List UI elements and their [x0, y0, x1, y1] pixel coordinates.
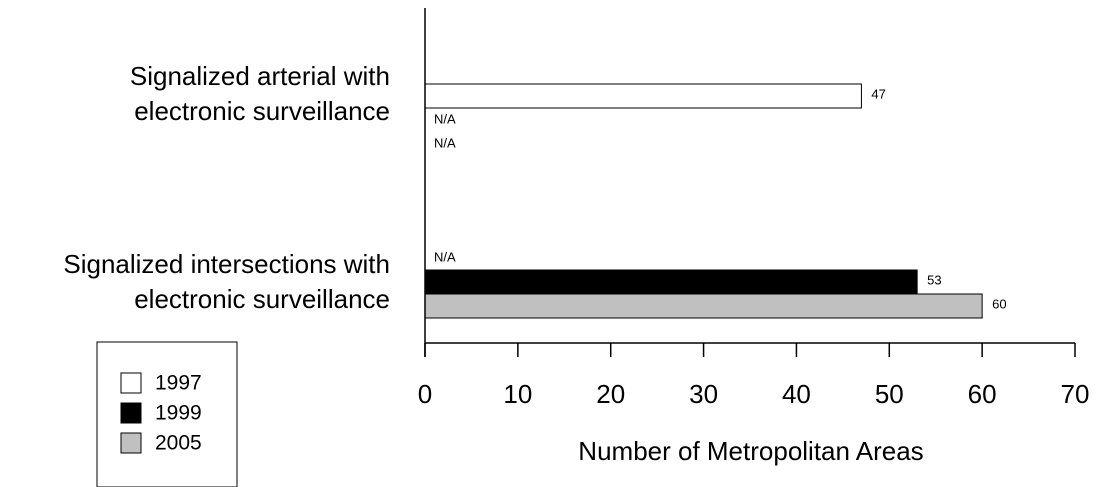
bar-1999-cat2	[424, 269, 918, 295]
x-axis-label: Number of Metropolitan Areas	[578, 436, 923, 466]
category-label-2-line1: Signalized intersections with	[63, 249, 390, 279]
na-label-2005-cat1: N/A	[434, 135, 456, 150]
x-tick-label-40: 40	[782, 379, 811, 409]
bar-2005-cat2	[424, 293, 983, 319]
legend-swatch-1997	[120, 372, 142, 394]
category-label-1-line2: electronic surveillance	[134, 96, 390, 126]
legend-label-1997: 1997	[155, 372, 202, 395]
na-label-1997-cat2: N/A	[434, 249, 456, 264]
legend-swatch-2005	[120, 432, 142, 454]
legend-label-1999: 1999	[155, 402, 202, 425]
x-tick-label-0: 0	[418, 379, 432, 409]
data-label-2005-cat2: 60	[992, 296, 1006, 311]
x-tick-label-10: 10	[503, 379, 532, 409]
x-tick-label-70: 70	[1061, 379, 1090, 409]
legend-label-2005: 2005	[155, 432, 202, 455]
na-label-1999-cat1: N/A	[434, 111, 456, 126]
x-tick-label-50: 50	[875, 379, 904, 409]
data-label-1997-cat1: 47	[871, 86, 885, 101]
category-label-2-line2: electronic surveillance	[134, 284, 390, 314]
data-label-1999-cat2: 53	[927, 272, 941, 287]
x-tick-label-20: 20	[596, 379, 625, 409]
bar-1997-cat1	[424, 83, 862, 109]
x-tick-label-60: 60	[968, 379, 997, 409]
legend-box	[96, 341, 238, 487]
category-label-1-line1: Signalized arterial with	[130, 61, 390, 91]
x-tick-label-30: 30	[689, 379, 718, 409]
legend-swatch-1999	[120, 402, 142, 424]
